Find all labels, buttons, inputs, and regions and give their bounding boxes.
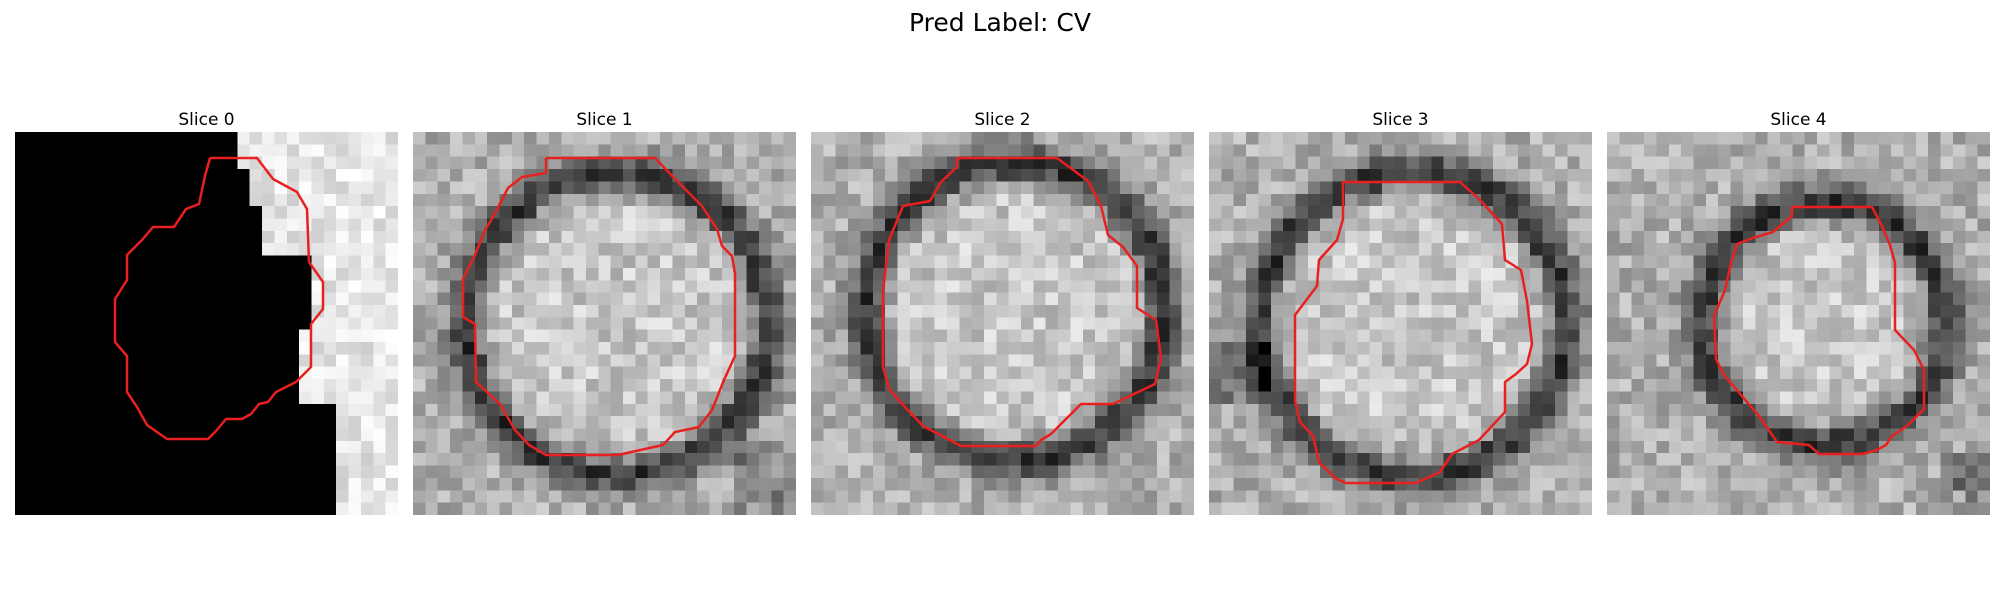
- contour-overlay: [1293, 180, 1534, 485]
- slice-panel: Slice 1: [413, 108, 796, 515]
- red-contour-line: [881, 156, 1163, 448]
- grayscale-slice-image: [1209, 132, 1592, 515]
- grayscale-slice-image: [15, 132, 398, 515]
- slice-panel: Slice 4: [1607, 108, 1990, 515]
- slice-panel: Slice 3: [1209, 108, 1592, 515]
- grayscale-slice-image: [811, 132, 1194, 515]
- figure-title: Pred Label: CV: [909, 8, 1091, 37]
- contour-overlay: [881, 156, 1163, 448]
- slice-title: Slice 4: [1770, 110, 1827, 130]
- red-contour-line: [461, 156, 737, 457]
- contour-overlay: [1712, 205, 1926, 456]
- red-contour-line: [113, 156, 325, 441]
- slice-panel: Slice 0: [15, 108, 398, 515]
- slice-title: Slice 3: [1372, 110, 1429, 130]
- contour-overlay: [461, 156, 737, 457]
- grayscale-slice-image: [1607, 132, 1990, 515]
- slice-title: Slice 2: [974, 110, 1031, 130]
- grayscale-slice-image: [413, 132, 796, 515]
- slice-panel: Slice 2: [811, 108, 1194, 515]
- slice-title: Slice 0: [178, 110, 235, 130]
- slice-title: Slice 1: [576, 110, 633, 130]
- contour-overlay: [113, 156, 325, 441]
- red-contour-line: [1712, 205, 1926, 456]
- red-contour-line: [1293, 180, 1534, 485]
